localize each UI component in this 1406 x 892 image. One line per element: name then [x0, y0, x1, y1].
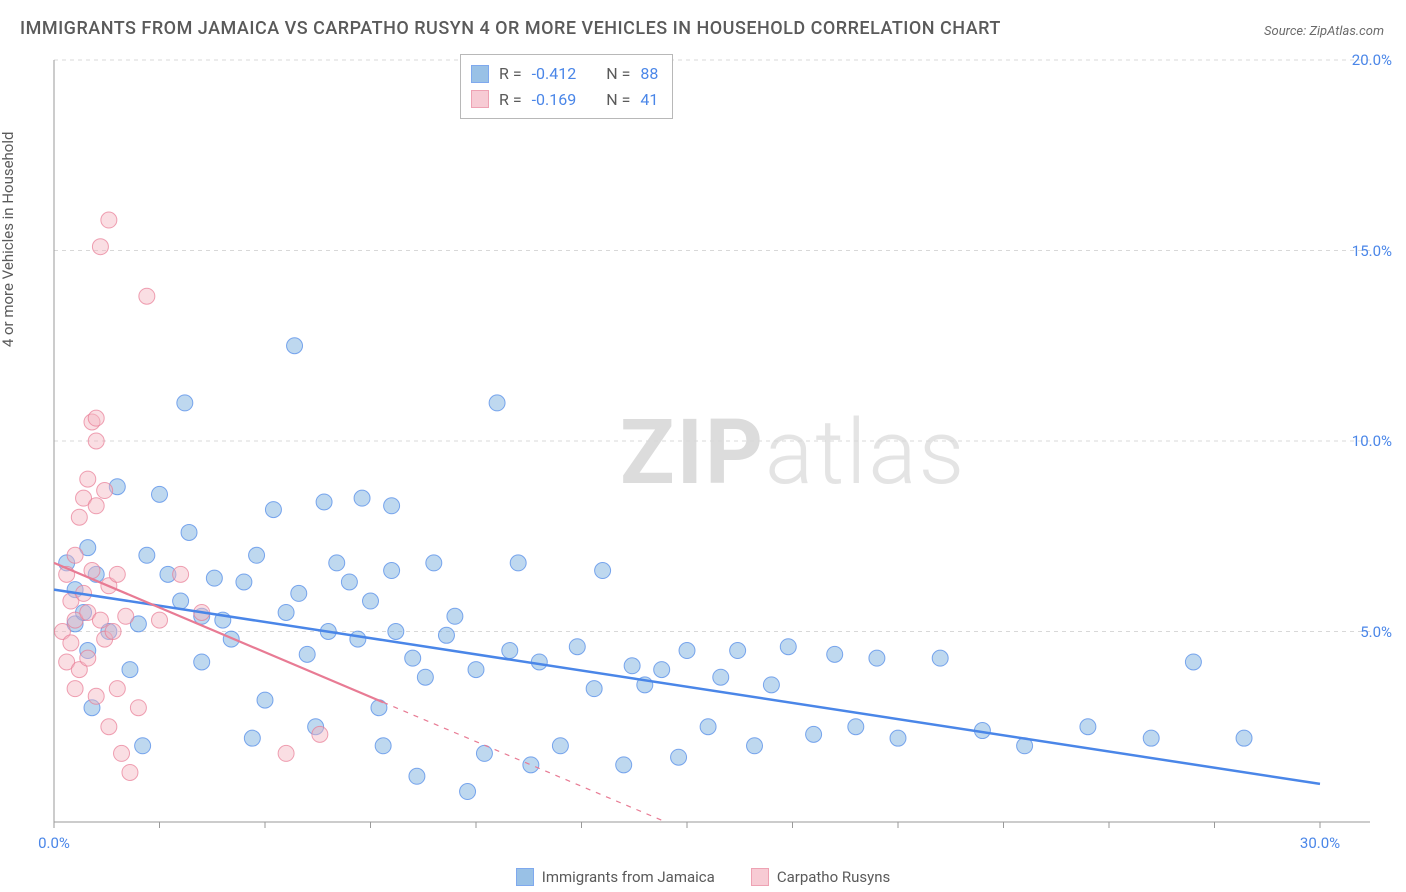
y-tick-label: 10.0%: [1352, 432, 1392, 450]
n-label: N =: [606, 87, 630, 113]
scatter-chart: [50, 52, 1380, 832]
series-swatch: [516, 868, 534, 886]
x-tick-label: 30.0%: [1300, 834, 1340, 852]
series-swatch: [751, 868, 769, 886]
y-tick-label: 15.0%: [1352, 242, 1392, 260]
r-value: -0.412: [532, 61, 577, 87]
y-tick-label: 20.0%: [1352, 51, 1392, 69]
stats-row: R = -0.412 N = 88: [471, 61, 658, 87]
r-label: R =: [499, 87, 522, 113]
series-swatch: [471, 90, 489, 108]
legend-item: Immigrants from Jamaica: [516, 868, 715, 886]
n-value: 88: [640, 61, 658, 87]
plot-area: [50, 52, 1380, 832]
series-swatch: [471, 65, 489, 83]
legend: Immigrants from Jamaica Carpatho Rusyns: [0, 868, 1406, 886]
stats-row: R = -0.169 N = 41: [471, 87, 658, 113]
source-attribution: Source: ZipAtlas.com: [1264, 24, 1384, 39]
y-tick-label: 5.0%: [1360, 623, 1392, 641]
n-label: N =: [606, 61, 630, 87]
n-value: 41: [640, 87, 658, 113]
y-axis-label: 4 or more Vehicles in Household: [0, 132, 17, 348]
legend-label: Immigrants from Jamaica: [542, 868, 715, 886]
legend-item: Carpatho Rusyns: [751, 868, 890, 886]
correlation-stats-box: R = -0.412 N = 88 R = -0.169 N = 41: [460, 54, 673, 119]
x-tick-label: 0.0%: [38, 834, 70, 852]
source-prefix: Source:: [1264, 24, 1309, 39]
source-name: ZipAtlas.com: [1309, 24, 1384, 39]
r-label: R =: [499, 61, 522, 87]
chart-title: IMMIGRANTS FROM JAMAICA VS CARPATHO RUSY…: [20, 18, 1001, 39]
legend-label: Carpatho Rusyns: [777, 868, 890, 886]
r-value: -0.169: [532, 87, 577, 113]
